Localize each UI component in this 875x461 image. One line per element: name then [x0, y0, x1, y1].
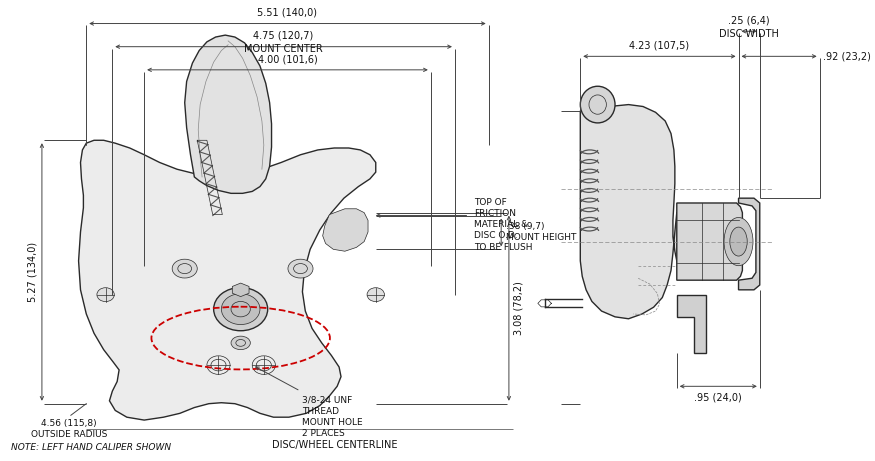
Text: 5.27 (134,0): 5.27 (134,0) [27, 242, 37, 302]
Polygon shape [738, 198, 760, 290]
Text: TOP OF
FRICTION
MATERIAL &
DISC O.D.
TO BE FLUSH: TOP OF FRICTION MATERIAL & DISC O.D. TO … [474, 198, 533, 252]
Polygon shape [323, 209, 368, 251]
Text: 3/8-24 UNF
THREAD
MOUNT HOLE
2 PLACES: 3/8-24 UNF THREAD MOUNT HOLE 2 PLACES [303, 396, 363, 438]
Text: 3.08 (78,2): 3.08 (78,2) [514, 281, 524, 335]
Text: 4.75 (120,7): 4.75 (120,7) [254, 31, 314, 41]
Ellipse shape [580, 86, 615, 123]
Text: 5.51 (140,0): 5.51 (140,0) [257, 8, 318, 18]
Text: 4.23 (107,5): 4.23 (107,5) [629, 41, 690, 51]
Polygon shape [79, 140, 375, 420]
Polygon shape [676, 203, 742, 280]
Ellipse shape [368, 288, 384, 301]
Ellipse shape [288, 259, 313, 278]
Polygon shape [233, 283, 249, 296]
Polygon shape [185, 35, 271, 193]
Text: NOTE: LEFT HAND CALIPER SHOWN: NOTE: LEFT HAND CALIPER SHOWN [11, 443, 172, 452]
Text: 4.00 (101,6): 4.00 (101,6) [257, 54, 318, 64]
Ellipse shape [221, 294, 260, 325]
Text: 4.56 (115,8)
OUTSIDE RADIUS: 4.56 (115,8) OUTSIDE RADIUS [31, 419, 107, 438]
Text: .38 (9,7)
MOUNT HEIGHT: .38 (9,7) MOUNT HEIGHT [506, 222, 577, 242]
Text: .92 (23,2): .92 (23,2) [823, 51, 872, 61]
Polygon shape [676, 295, 706, 353]
Ellipse shape [231, 336, 250, 349]
Text: DISC WIDTH: DISC WIDTH [719, 29, 779, 39]
Text: .25 (6,4): .25 (6,4) [728, 16, 770, 25]
Polygon shape [580, 105, 738, 319]
Text: .95 (24,0): .95 (24,0) [695, 392, 742, 402]
Text: MOUNT CENTER: MOUNT CENTER [244, 44, 323, 54]
Ellipse shape [97, 288, 115, 301]
Ellipse shape [214, 288, 268, 331]
Text: DISC/WHEEL CENTERLINE: DISC/WHEEL CENTERLINE [271, 440, 397, 450]
Ellipse shape [724, 218, 753, 266]
Ellipse shape [172, 259, 197, 278]
Ellipse shape [730, 227, 747, 256]
